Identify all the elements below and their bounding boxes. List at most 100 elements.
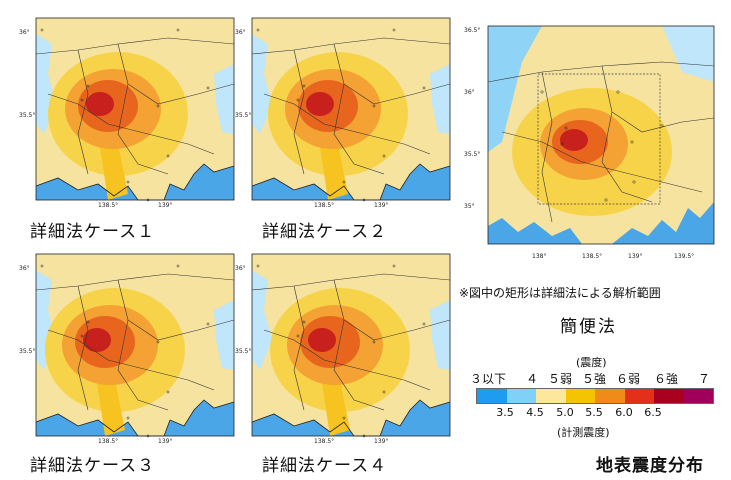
boundary-line [601, 65, 714, 133]
city-marker [540, 90, 544, 94]
city-marker [302, 320, 306, 324]
map-frame [35, 253, 235, 437]
lon-tick-label: 139° [374, 202, 388, 209]
intensity-zone-5-lower [98, 134, 128, 200]
map-panel-case2: 36° 35.5° 138.5° 139° [234, 14, 454, 209]
panel-caption-case3: 詳細法ケース３ [30, 456, 156, 476]
lat-tick-label: 35.5° [19, 348, 35, 355]
legend-swatch [595, 389, 625, 403]
city-marker [40, 28, 44, 32]
simple-method-title: 簡便法 [560, 317, 617, 337]
city-marker [382, 390, 386, 394]
lat-tick-label: 36° [19, 29, 30, 36]
lon-tick-label: 139° [158, 202, 172, 209]
boundary-line [501, 131, 703, 193]
boundary-line [293, 49, 305, 175]
lon-tick-label: 138.5° [314, 202, 334, 209]
legend-class: ７ [697, 372, 711, 386]
panel-caption-case2: 詳細法ケース２ [262, 222, 388, 242]
lat-tick-label: 36° [235, 29, 246, 36]
boundary-line [77, 49, 89, 175]
city-marker [372, 104, 376, 108]
boundary-line [77, 285, 89, 411]
city-marker [372, 340, 376, 344]
analysis-range-rect [537, 73, 661, 205]
legend-class: ３以下 [469, 372, 507, 386]
legend-threshold: 3.5 [496, 406, 514, 419]
legend-swatch [536, 389, 566, 403]
analysis-range-note: ※図中の矩形は詳細法による解析範囲 [459, 286, 661, 300]
intensity-map: 36° 35.5° 138.5° 139° [19, 253, 235, 445]
city-marker [392, 264, 396, 268]
city-marker [302, 84, 306, 88]
mountain-zone [488, 26, 542, 152]
city-marker [166, 390, 170, 394]
mountain-zone [430, 64, 450, 134]
lat-tick-label: 36° [19, 265, 30, 272]
city-marker [604, 198, 608, 202]
intensity-map: 36° 35.5° 138.5° 139° [19, 17, 235, 209]
city-marker [616, 90, 620, 94]
lat-tick-label: 35.5° [235, 348, 251, 355]
mountain-zone [252, 34, 272, 134]
boundary-line [263, 329, 431, 391]
city-marker [80, 334, 84, 338]
city-marker [564, 126, 568, 130]
legend-swatch [683, 389, 713, 403]
legend-swatch [654, 389, 684, 403]
lon-tick-label: 138.5° [98, 202, 118, 209]
city-marker [156, 340, 160, 344]
map-frame [251, 253, 451, 437]
city-marker [630, 140, 634, 144]
legend-class: ５弱 [547, 372, 573, 386]
legend-intensity-label: (震度) [576, 356, 607, 369]
boundary-line [293, 285, 305, 411]
intensity-map: 36° 35.5° 138.5° 139° [235, 253, 451, 445]
city-marker [296, 334, 300, 338]
intensity-zone-6-upper [308, 328, 336, 352]
map-panel-simple: 36.5° 36° 35.5° 35° 138° 138.5° 139° 139.5° [462, 22, 722, 280]
mountain-zone [662, 26, 714, 82]
boundary-line [333, 319, 385, 411]
boundary-line [47, 329, 215, 391]
intensity-zone-6-upper [86, 92, 114, 116]
intensity-map: 36° 35.5° 138.5° 139° [235, 17, 451, 209]
lat-tick-label: 35.5° [464, 151, 480, 158]
boundary-line [541, 71, 553, 223]
intensity-zone-6-upper [560, 129, 588, 151]
map-panel-case3: 36° 35.5° 138.5° 139° [18, 250, 238, 445]
lat-tick-label: 35.5° [19, 112, 35, 119]
mountain-zone [252, 270, 272, 370]
legend-threshold: 4.5 [526, 406, 544, 419]
lon-tick-label: 139° [158, 438, 172, 445]
legend-threshold: 6.0 [615, 406, 633, 419]
legend-swatch [506, 389, 536, 403]
city-marker [176, 264, 180, 268]
boundary-line [117, 319, 169, 411]
boundary-line [263, 93, 431, 155]
intensity-zone-5-lower [95, 370, 125, 436]
city-marker [126, 180, 130, 184]
boundary-line [117, 43, 234, 105]
city-marker [206, 322, 210, 326]
legend-swatch [477, 389, 507, 403]
city-marker [86, 84, 90, 88]
map-frame [251, 17, 451, 201]
mountain-zone [214, 64, 234, 134]
lon-tick-label: 138.5° [314, 438, 334, 445]
map-frame [35, 17, 235, 201]
legend-classes: ３以下 ４ ５弱 ５強 ６弱 ６強 ７ [470, 370, 722, 386]
boundary-line [333, 43, 450, 105]
legend-class: ５強 [581, 372, 607, 386]
boundary-line [601, 111, 653, 203]
city-marker [632, 180, 636, 184]
legend-threshold: 5.5 [585, 406, 603, 419]
map-panel-case4: 36° 35.5° 138.5° 139° [234, 250, 454, 445]
legend-threshold: 6.5 [644, 406, 662, 419]
city-marker [40, 264, 44, 268]
mountain-zone [214, 300, 234, 370]
lon-tick-label: 138.5° [98, 438, 118, 445]
city-marker [126, 416, 130, 420]
boundary-line [47, 93, 215, 155]
lon-tick-label: 139° [374, 438, 388, 445]
